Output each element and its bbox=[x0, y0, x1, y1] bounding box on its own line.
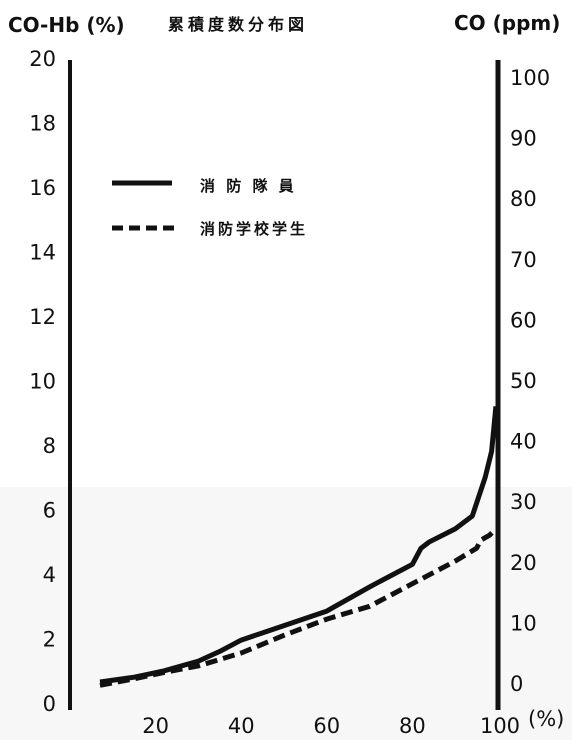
chart-title: 累積度数分布図 bbox=[168, 15, 308, 34]
y-left-tick-label: 10 bbox=[29, 370, 56, 394]
y-left-tick-label: 12 bbox=[29, 305, 56, 329]
y-right-tick-label: 90 bbox=[510, 127, 537, 151]
y-left-tick-label: 8 bbox=[43, 434, 56, 458]
y-right-tick-label: 50 bbox=[510, 369, 537, 393]
y-right-tick-labels: 0 10 20 30 40 50 60 70 80 90 100 bbox=[510, 66, 550, 696]
y-left-tick-label: 16 bbox=[29, 176, 56, 200]
y-right-tick-label: 100 bbox=[510, 66, 550, 90]
y-right-tick-label: 10 bbox=[510, 611, 537, 635]
x-tick-label: 40 bbox=[228, 714, 255, 738]
series-line-firefighters bbox=[99, 406, 499, 685]
x-tick-label: 20 bbox=[142, 714, 169, 738]
y-left-tick-label: 2 bbox=[43, 628, 56, 652]
y-left-tick-label: 18 bbox=[29, 112, 56, 136]
legend-label-series-1: 消 防 隊 員 bbox=[200, 177, 297, 195]
chart-background bbox=[0, 0, 572, 487]
y-left-tick-label: 14 bbox=[29, 241, 56, 265]
x-tick-label: 80 bbox=[399, 714, 426, 738]
legend-label-series-2: 消防学校学生 bbox=[200, 220, 308, 238]
x-tick-labels: 20 40 60 80 100 bbox=[142, 714, 520, 738]
y-right-tick-label: 30 bbox=[510, 490, 537, 514]
y-right-axis-label: CO (ppm) bbox=[454, 11, 560, 35]
y-left-tick-label: 20 bbox=[29, 47, 56, 71]
y-right-tick-label: 20 bbox=[510, 551, 537, 575]
y-right-tick-label: 40 bbox=[510, 430, 537, 454]
x-tick-label: 100 bbox=[480, 714, 520, 738]
y-left-tick-label: 4 bbox=[43, 563, 56, 587]
y-left-tick-label: 6 bbox=[43, 499, 56, 523]
y-left-tick-label: 0 bbox=[43, 692, 56, 716]
y-left-tick-labels: 0 2 4 6 8 10 12 14 16 18 20 bbox=[29, 47, 56, 716]
y-right-tick-label: 0 bbox=[510, 672, 523, 696]
legend: 消 防 隊 員 消防学校学生 bbox=[112, 177, 308, 238]
x-tick-label: 60 bbox=[313, 714, 340, 738]
y-left-axis-label: CO-Hb (%) bbox=[8, 13, 125, 37]
y-right-tick-label: 70 bbox=[510, 248, 537, 272]
series-layer bbox=[99, 406, 499, 688]
y-right-tick-label: 60 bbox=[510, 308, 537, 332]
series-line-students bbox=[99, 527, 498, 688]
x-unit-label: (%) bbox=[528, 707, 564, 731]
y-right-tick-label: 80 bbox=[510, 187, 537, 211]
